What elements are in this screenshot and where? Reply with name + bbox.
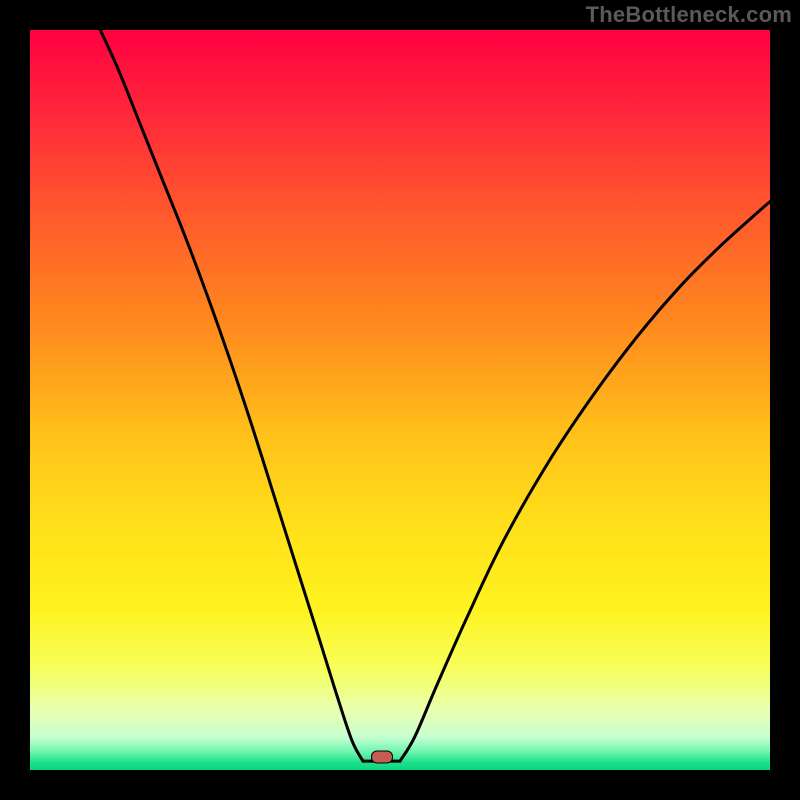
curve-left (100, 30, 363, 761)
minimum-marker (371, 750, 393, 763)
chart-frame: TheBottleneck.com (0, 0, 800, 800)
curve-right (400, 202, 770, 761)
plot-area (30, 30, 770, 770)
watermark-text: TheBottleneck.com (586, 2, 792, 28)
plot-svg (30, 30, 770, 770)
